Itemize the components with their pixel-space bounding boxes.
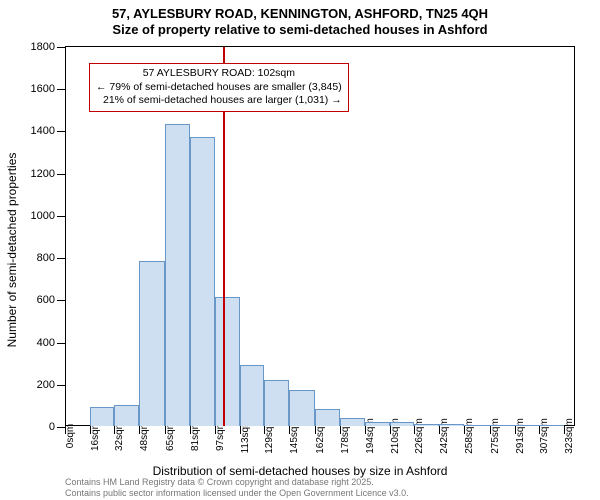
title-sub: Size of property relative to semi-detach… [0,22,600,38]
y-tick [57,300,65,301]
histogram-bar [114,405,139,426]
histogram-bar [165,124,190,426]
annotation-box: 57 AYLESBURY ROAD: 102sqm← 79% of semi-d… [89,63,349,112]
y-tick [57,343,65,344]
histogram-bar [240,365,265,426]
y-tick-label: 1800 [31,41,55,53]
histogram-bar [464,425,490,426]
y-tick-label: 0 [49,421,55,433]
histogram-bar [315,409,340,426]
y-tick-label: 1200 [31,168,55,180]
x-tick-label: 258sqm [464,418,475,454]
y-tick [57,131,65,132]
y-tick [57,385,65,386]
x-tick-label: 323sqm [564,418,575,454]
histogram-bar [215,297,240,426]
x-tick-label: 275sqm [490,418,501,454]
footer: Contains HM Land Registry data © Crown c… [65,477,409,498]
y-tick [57,258,65,259]
x-axis-label: Distribution of semi-detached houses by … [153,464,448,478]
title-main: 57, AYLESBURY ROAD, KENNINGTON, ASHFORD,… [0,6,600,22]
y-tick-label: 600 [37,294,55,306]
histogram-bar [264,380,289,426]
y-tick-label: 800 [37,252,55,264]
histogram-bar [90,407,115,426]
footer-line2: Contains public sector information licen… [65,488,409,498]
y-tick-label: 200 [37,379,55,391]
annotation-line3: 21% of semi-detached houses are larger (… [96,94,342,108]
histogram-bar [390,422,415,426]
y-tick [57,47,65,48]
y-axis [65,47,66,426]
footer-line1: Contains HM Land Registry data © Crown c… [65,477,409,487]
y-tick [57,216,65,217]
histogram-bar [490,425,515,426]
histogram-bar [539,425,564,426]
x-tick-label: 291sqm [515,418,526,454]
histogram-bar [365,422,390,426]
annotation-line2: ← 79% of semi-detached houses are smalle… [96,81,342,95]
y-tick [57,174,65,175]
plot-area: 0200400600800100012001400160018000sqm16s… [65,46,575,426]
title-block: 57, AYLESBURY ROAD, KENNINGTON, ASHFORD,… [0,0,600,39]
y-tick [57,89,65,90]
y-tick-label: 1000 [31,210,55,222]
y-tick-label: 400 [37,337,55,349]
y-tick-label: 1400 [31,125,55,137]
x-tick-label: 0sqm [65,424,76,448]
x-tick-label: 307sqm [539,418,550,454]
histogram-bar [515,425,540,426]
y-axis-label: Number of semi-detached properties [5,153,19,348]
y-tick [57,427,65,428]
histogram-bar [414,424,439,426]
annotation-line1: 57 AYLESBURY ROAD: 102sqm [96,67,342,81]
histogram-bar [439,424,464,426]
histogram-bar [289,390,315,426]
histogram-bar [139,261,165,426]
chart-container: 57, AYLESBURY ROAD, KENNINGTON, ASHFORD,… [0,0,600,500]
y-tick-label: 1600 [31,83,55,95]
histogram-bar [340,418,365,426]
histogram-bar [190,137,215,426]
